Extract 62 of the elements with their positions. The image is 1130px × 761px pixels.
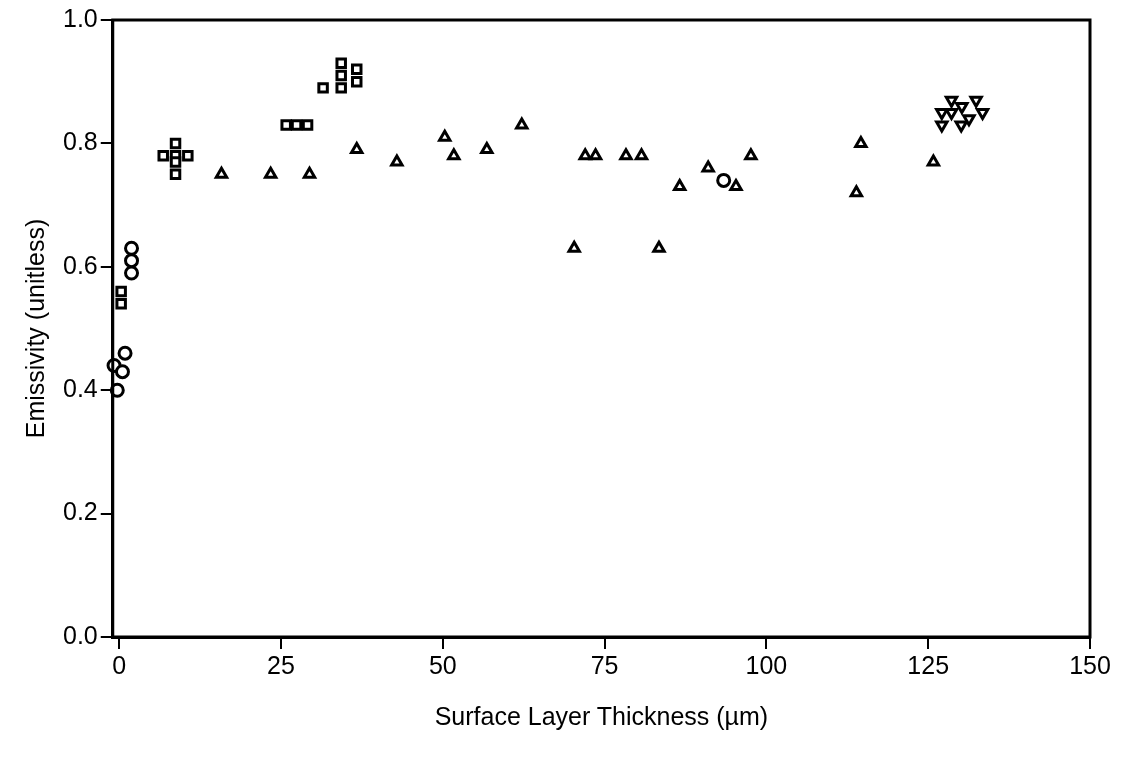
point [124, 253, 140, 269]
point [729, 179, 743, 192]
point [854, 135, 868, 148]
x-tick-label: 0 [112, 650, 127, 679]
point [169, 168, 182, 180]
y-tick-label: 1.0 [62, 3, 98, 32]
point [588, 148, 603, 161]
x-tick-label: 150 [1069, 650, 1111, 679]
point [182, 150, 194, 162]
point [744, 148, 758, 161]
point [169, 137, 182, 150]
point [390, 154, 404, 167]
point [578, 148, 592, 161]
point [438, 129, 452, 142]
point [124, 265, 140, 281]
point [117, 345, 133, 361]
x-tick-label: 75 [590, 650, 619, 679]
point [849, 185, 864, 198]
x-tick-label: 25 [267, 650, 295, 679]
y-axis-title: Emissivity (unitless) [20, 218, 49, 439]
point [114, 364, 130, 380]
point [480, 142, 494, 155]
point [301, 119, 314, 131]
point [969, 95, 983, 108]
point [335, 69, 347, 82]
y-tick-label: 0.2 [62, 497, 98, 526]
point [716, 172, 732, 188]
point [335, 57, 347, 69]
x-tick-label: 100 [745, 650, 788, 679]
point [335, 82, 347, 94]
point [634, 148, 649, 161]
point [701, 160, 715, 173]
point [515, 117, 529, 130]
point [926, 154, 941, 167]
y-tick-label: 0.0 [62, 620, 98, 649]
point [302, 166, 317, 179]
point [567, 240, 581, 253]
point [157, 150, 169, 162]
point [955, 101, 969, 114]
point [652, 240, 666, 253]
point [619, 148, 633, 161]
point [290, 119, 303, 131]
point [263, 166, 278, 179]
point [115, 298, 127, 310]
x-tick-label: 125 [907, 650, 950, 679]
point [351, 63, 363, 76]
point [672, 179, 687, 192]
y-tick-label: 0.8 [62, 127, 98, 156]
point [350, 142, 364, 155]
x-tick-label: 50 [428, 650, 457, 679]
point [447, 148, 461, 161]
y-tick-label: 0.4 [62, 374, 98, 403]
point [214, 166, 229, 179]
point [280, 119, 292, 131]
point [944, 95, 959, 108]
point [169, 156, 182, 168]
x-axis-title: Surface Layer Thickness (µm) [434, 701, 769, 730]
y-tick-label: 0.6 [62, 250, 98, 279]
point [317, 82, 329, 94]
point [115, 285, 127, 298]
point [124, 240, 140, 256]
point [351, 75, 363, 88]
